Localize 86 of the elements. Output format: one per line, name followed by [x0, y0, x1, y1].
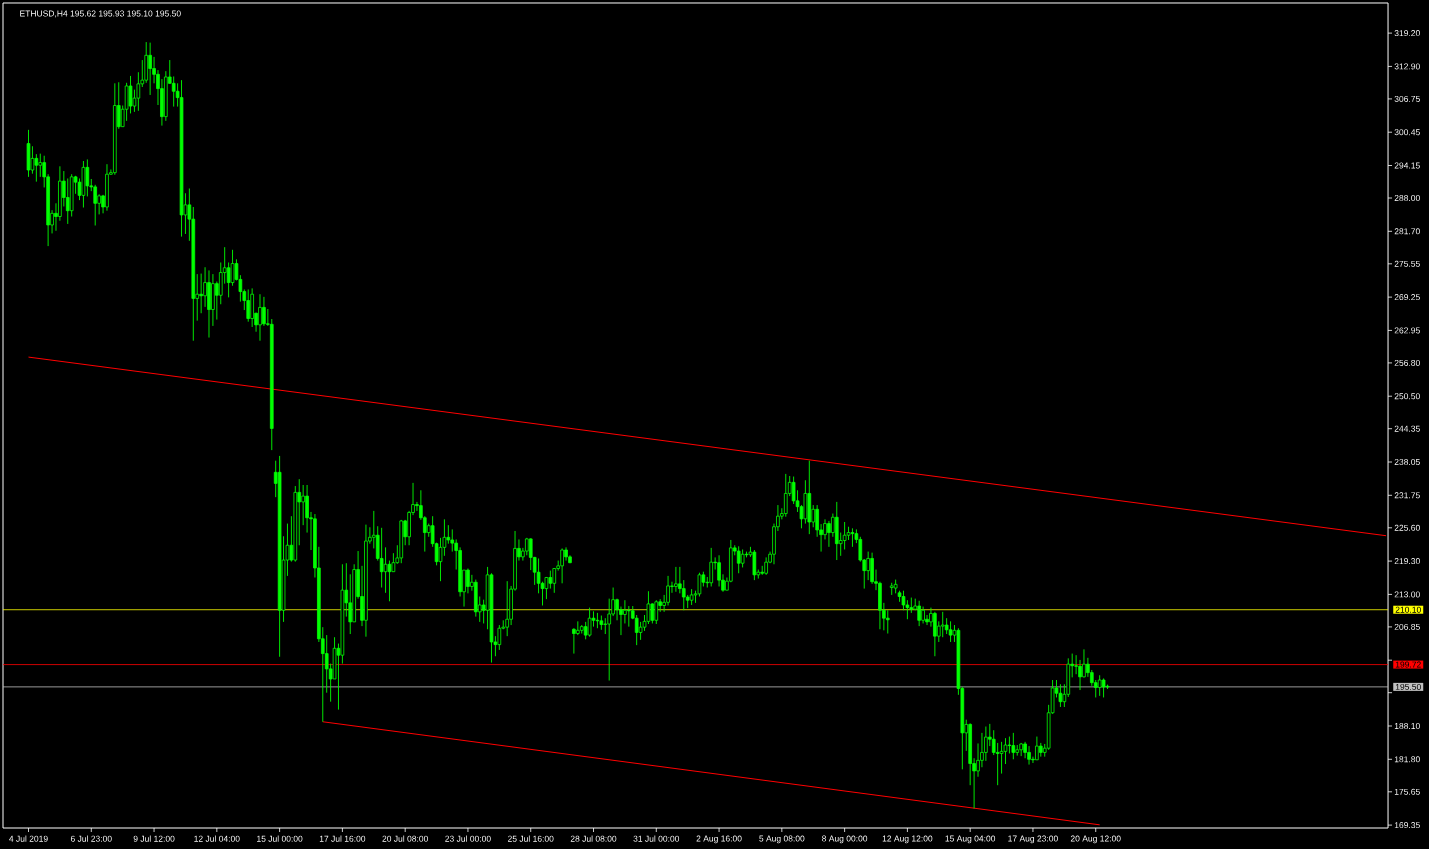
y-tick-label: 306.75 [1394, 95, 1420, 102]
ref-line-label: 195.50 [1395, 683, 1421, 690]
candlestick [933, 611, 937, 657]
y-tick-label: 262.95 [1394, 327, 1420, 334]
x-tick-label: 15 Aug 04:00 [945, 835, 996, 844]
y-tick-label: 175.65 [1394, 788, 1420, 795]
x-tick-label: 20 Aug 12:00 [1070, 835, 1121, 844]
y-tick-label: 225.60 [1394, 524, 1420, 531]
candlestick [940, 611, 945, 638]
candlestick [128, 75, 133, 114]
x-tick-label: 9 Jul 12:00 [133, 835, 175, 842]
x-tick-label: 17 Jul 16:00 [319, 835, 366, 842]
candlestick [446, 524, 451, 545]
y-tick-label: 169.35 [1394, 822, 1420, 829]
candlestick [827, 520, 831, 548]
candlestick [505, 580, 509, 637]
candlestick [650, 602, 655, 624]
candlestick [30, 145, 35, 175]
candlestick [136, 71, 141, 112]
ref-line-label: 210.10 [1395, 606, 1421, 613]
candlestick [552, 567, 557, 594]
y-tick-label: 300.45 [1394, 129, 1420, 136]
candlestick [999, 741, 1004, 775]
candlestick [1035, 736, 1039, 761]
x-tick-label: 4 Jul 2019 [9, 835, 48, 842]
y-tick-label: 213.00 [1394, 591, 1420, 598]
candlestick [65, 178, 70, 225]
x-tick-label: 25 Jul 16:00 [507, 835, 554, 842]
candlestick [603, 617, 608, 635]
y-tick-label: 188.10 [1394, 722, 1420, 729]
candlestick [301, 484, 305, 526]
candlestick [634, 614, 639, 646]
candlestick [450, 528, 455, 553]
x-tick-label: 6 Jul 23:00 [70, 835, 112, 842]
x-tick-label: 8 Aug 00:00 [822, 835, 868, 844]
candlestick [681, 579, 686, 611]
candlestick [709, 547, 714, 587]
y-tick-label: 312.90 [1394, 63, 1420, 70]
candlestick [387, 560, 392, 602]
candlestick [995, 742, 1000, 786]
candlestick [1027, 745, 1031, 766]
candlestick [1078, 659, 1082, 691]
candlestick [34, 153, 39, 183]
y-tick-label: 288.00 [1394, 195, 1420, 202]
candlestick [262, 296, 266, 327]
y-tick-label: 219.30 [1394, 558, 1420, 565]
y-tick-label: 319.20 [1394, 30, 1420, 37]
y-tick-label: 250.50 [1394, 393, 1420, 400]
text: ETHUSD,H4 195.62 195.93 195.10 195.50 [20, 10, 181, 18]
candlestick [866, 551, 870, 581]
candlestick [38, 153, 43, 178]
candlestick [560, 547, 564, 584]
x-tick-label: 17 Aug 23:00 [1008, 835, 1058, 844]
y-tick-label: 269.25 [1394, 294, 1420, 301]
x-tick-label: 31 Jul 00:00 [633, 835, 680, 842]
y-tick-label: 181.80 [1394, 756, 1420, 763]
y-tick-label: 281.70 [1394, 228, 1420, 235]
y-tick-label: 256.80 [1394, 359, 1420, 366]
x-tick-label: 2 Aug 16:00 [696, 835, 742, 844]
x-tick-label: 23 Jul 00:00 [445, 835, 491, 842]
y-tick-label: 231.75 [1394, 492, 1420, 499]
candlestick [258, 293, 262, 342]
candlestick [246, 289, 251, 323]
y-tick-label: 244.35 [1394, 425, 1420, 432]
candlestick [466, 568, 470, 594]
x-tick-label: 5 Aug 08:00 [759, 835, 805, 844]
candlestick [1058, 683, 1063, 708]
y-tick-label: 238.05 [1394, 458, 1420, 466]
candlestick [917, 600, 921, 627]
candlestick [623, 599, 627, 624]
y-tick-label: 206.85 [1394, 623, 1420, 630]
candlestick [383, 546, 388, 594]
candlestick [627, 605, 631, 628]
candlestick [674, 566, 678, 593]
ref-line-label: 199.72 [1395, 661, 1421, 668]
x-tick-label: 28 Jul 08:00 [570, 835, 617, 842]
y-tick-label: 294.15 [1394, 162, 1420, 169]
x-tick-label: 12 Aug 12:00 [882, 835, 933, 844]
candlestick [199, 273, 203, 314]
candlestick [148, 42, 152, 96]
candlestick [1007, 736, 1012, 754]
x-tick-label: 20 Jul 08:00 [382, 835, 428, 842]
x-tick-label: 15 Jul 00:00 [257, 835, 303, 842]
candlestick [171, 76, 176, 108]
x-tick-label: 12 Jul 04:00 [194, 835, 240, 842]
y-tick-label: 275.55 [1394, 260, 1420, 267]
